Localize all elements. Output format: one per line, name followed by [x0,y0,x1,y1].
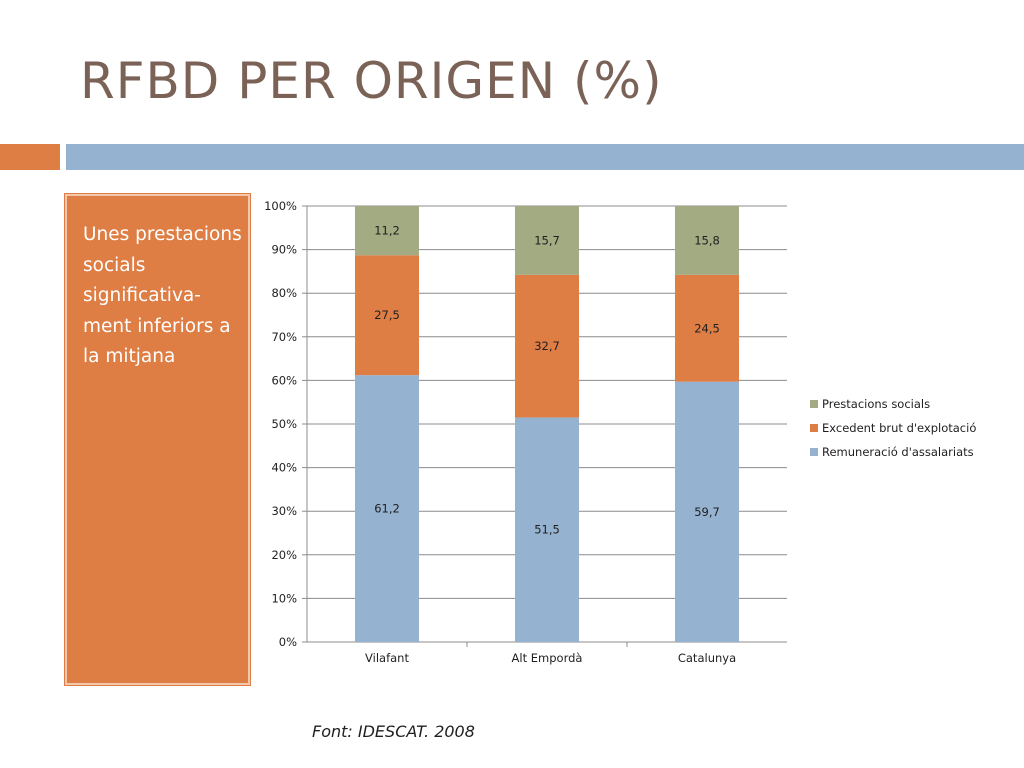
slide-title: RFBD PER ORIGEN (%) [80,52,663,110]
legend-label: Prestacions socials [822,397,930,411]
data-label: 24,5 [694,321,720,335]
bar-segment-prestacions [515,206,579,275]
y-tick-label: 10% [271,591,297,605]
data-label: 51,5 [534,523,560,537]
bar-segment-excedent [355,255,419,376]
legend-swatch [810,424,818,432]
bar-segment-prestacions [355,206,419,256]
bar-segment-excedent [515,274,579,418]
stacked-bar-chart: 0% 10% 20% 30% 40% 50% 60% 70% 80% 90% 100% 61,2 27,… [264,199,976,665]
y-tick-label: 0% [279,635,297,649]
legend-label: Excedent brut d'explotació [822,421,976,435]
y-tick-label: 80% [271,286,297,300]
legend-label: Remuneració d'assalariats [822,445,974,459]
data-label: 15,8 [694,233,720,247]
data-label: 27,5 [374,308,400,322]
legend-swatch [810,400,818,408]
bar-segment-prestacions [675,206,739,275]
x-category-label: Alt Empordà [512,651,583,665]
accent-bar-orange [0,144,60,170]
y-tick-label: 50% [271,417,297,431]
data-label: 11,2 [374,224,400,238]
bar-segment-remuneracio [355,375,419,642]
y-tick-label: 70% [271,330,297,344]
note-text: Unes prestacions socials significativa-m… [83,224,242,367]
y-tick-label: 30% [271,504,297,518]
x-category-label: Catalunya [678,651,736,665]
bar-segment-excedent [675,274,739,382]
y-tick-label: 40% [271,461,297,475]
y-tick-label: 90% [271,243,297,257]
note-box: Unes prestacions socials significativa-m… [64,193,251,686]
bar-segment-remuneracio [675,381,739,642]
data-label: 59,7 [694,505,720,519]
y-tick-label: 60% [271,373,297,387]
accent-bar-blue [66,144,1024,170]
source-note: Font: IDESCAT. 2008 [312,722,475,741]
bar-segment-remuneracio [515,417,579,642]
x-category-label: Vilafant [365,651,409,665]
y-tick-label: 20% [271,548,297,562]
y-tick-label: 100% [264,199,297,213]
data-label: 61,2 [374,502,400,516]
data-label: 15,7 [534,233,560,247]
legend-swatch [810,448,818,456]
data-label: 32,7 [534,339,560,353]
